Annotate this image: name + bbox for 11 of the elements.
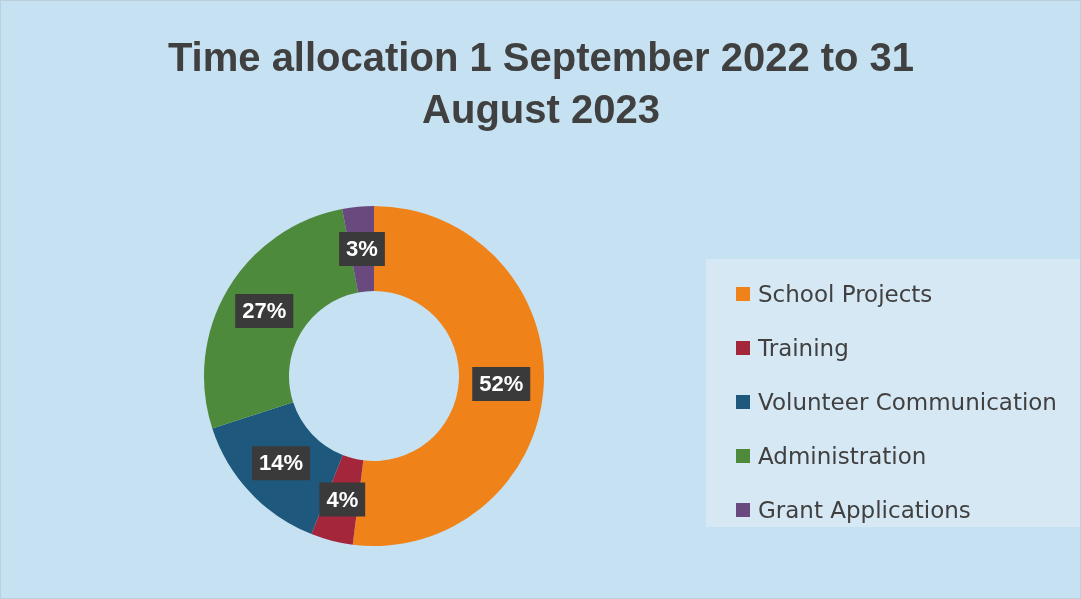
data-label: 27% <box>242 298 287 324</box>
legend-label: Grant Applications <box>758 497 971 523</box>
legend-label: Training <box>758 335 849 361</box>
legend-label: Administration <box>758 443 927 469</box>
data-label: 14% <box>259 450 304 476</box>
data-label: 52% <box>479 371 524 397</box>
chart-title: Time allocation 1 September 2022 to 31 August 2023 <box>166 34 916 133</box>
data-label: 3% <box>346 236 378 262</box>
legend-label: School Projects <box>758 281 933 307</box>
data-label: 4% <box>326 486 359 512</box>
legend-label: Volunteer Communication <box>758 389 1057 415</box>
